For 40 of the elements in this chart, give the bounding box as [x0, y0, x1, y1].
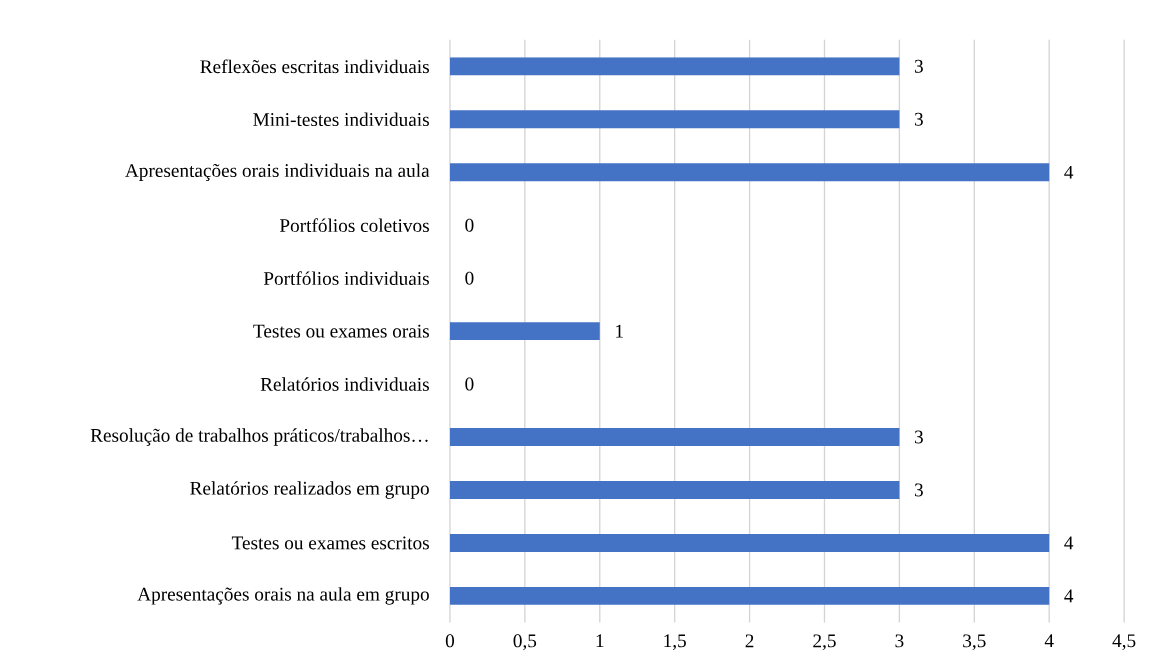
data-label: 3 [914, 430, 923, 444]
x-tick-label: 2,5 [813, 634, 836, 650]
y-tick-label: Relatórios realizados em grupo [190, 481, 429, 499]
y-tick-label: Testes ou exames orais [253, 324, 429, 338]
bar [449, 427, 900, 446]
data-label: 4 [1064, 165, 1074, 179]
y-tick-label: Portfólios individuais [263, 271, 429, 285]
bar [449, 163, 1050, 182]
y-tick-label: Resolução de trabalhos práticos/trabalhos… [90, 428, 428, 446]
data-label: 3 [914, 59, 923, 73]
x-tick-label: 3,5 [963, 634, 986, 650]
data-label: 4 [1064, 536, 1074, 550]
bar [449, 586, 1050, 605]
y-tick-label: Portfólios coletivos [279, 218, 429, 232]
x-tick-label: 0 [445, 634, 455, 648]
bar [449, 533, 1050, 552]
y-tick-label: Reflexões escritas individuais [200, 59, 429, 74]
data-label: 3 [914, 112, 923, 126]
data-label: 0 [465, 218, 474, 232]
x-tick-label: 3 [895, 634, 904, 648]
bar [449, 480, 900, 499]
data-label: 0 [465, 271, 474, 285]
x-tick-label: 1 [596, 634, 604, 648]
x-tick-label: 4,5 [1112, 634, 1136, 650]
y-tick-label: Mini-testes individuais [253, 112, 429, 126]
x-tick-label: 0,5 [513, 634, 537, 651]
data-label: 4 [1064, 589, 1074, 603]
y-tick-label: Apresentações orais individuais na aula [125, 163, 430, 181]
x-tick-label: 2 [745, 634, 754, 648]
data-label: 3 [914, 483, 923, 497]
data-label: 0 [465, 377, 474, 391]
y-tick-label: Testes ou exames escritos [231, 536, 429, 550]
x-tick-label: 1,5 [664, 634, 686, 650]
bar [449, 110, 900, 129]
bar [449, 57, 900, 76]
y-tick-label: Relatórios individuais [260, 377, 429, 391]
x-tick-label: 4 [1044, 634, 1054, 647]
y-tick-label: Apresentações orais na aula em grupo [137, 587, 429, 605]
bar [449, 322, 600, 340]
data-label: 1 [616, 324, 623, 338]
